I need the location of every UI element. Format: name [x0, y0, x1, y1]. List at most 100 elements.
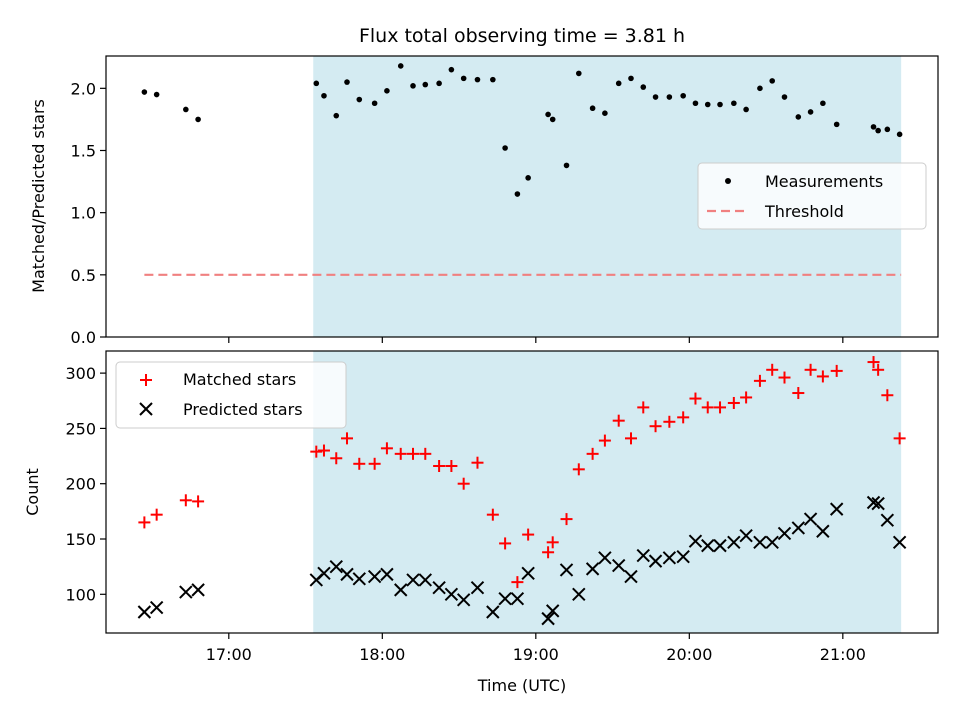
top-y-tick-label: 1.0: [71, 204, 96, 223]
predicted-stars-point: [418, 573, 432, 587]
predicted-stars-point: [149, 600, 164, 615]
predicted-stars-point: [191, 583, 205, 597]
measurement-point: [436, 80, 442, 87]
matched-stars-point: [192, 495, 205, 508]
matched-stars-point: [893, 432, 906, 445]
chart-title: Flux total observing time = 3.81 h: [359, 25, 685, 47]
matched-stars-point: [542, 546, 555, 559]
measurement-point: [692, 100, 699, 107]
legend-threshold-label: Threshold: [764, 202, 844, 221]
measurement-point: [575, 70, 582, 77]
measurement-point: [549, 116, 556, 123]
predicted-stars-point: [510, 592, 525, 606]
matched-stars-point: [179, 494, 192, 507]
measurement-point: [397, 63, 404, 69]
predicted-stars-point: [701, 538, 715, 553]
x-tick-label: 21:00: [820, 645, 866, 664]
matched-stars-point: [689, 392, 702, 405]
measurement-point: [589, 105, 596, 112]
measurement-point: [820, 100, 826, 107]
bottom-y-tick-label: 300: [65, 364, 96, 383]
measurement-point: [356, 96, 363, 103]
matched-stars-point: [677, 411, 690, 424]
predicted-stars-point: [880, 513, 895, 527]
matched-stars-point: [867, 356, 880, 369]
matched-stars-point: [830, 364, 843, 377]
measurement-point: [525, 175, 531, 181]
predicted-stars-point: [676, 549, 690, 564]
predicted-stars-point: [648, 554, 663, 568]
measurement-point: [795, 114, 802, 120]
matched-stars-point: [714, 401, 727, 414]
measurement-point: [743, 106, 749, 113]
measurement-point: [563, 162, 570, 169]
measurement-point: [474, 76, 481, 83]
measurement-point: [731, 100, 737, 107]
top-y-tick-label: 1.5: [71, 141, 96, 160]
measurement-point: [833, 121, 840, 128]
predicted-stars-point: [803, 512, 818, 526]
matched-stars-point: [499, 537, 512, 550]
top-legend: Measurements Threshold: [697, 162, 927, 230]
predicted-stars-point: [456, 593, 471, 607]
matched-stars-point: [445, 460, 458, 473]
matched-stars-point: [816, 370, 829, 383]
legend-predicted-marker: [139, 402, 153, 416]
predicted-stars-point: [367, 569, 382, 584]
predicted-stars-point: [559, 563, 574, 577]
measurement-point: [321, 92, 327, 99]
measurement-point: [769, 78, 776, 84]
matched-stars-point: [598, 434, 611, 447]
measurement-point: [333, 112, 340, 119]
matched-stars-point: [150, 508, 163, 521]
legend-matched-marker: [140, 374, 152, 386]
measurement-point: [870, 124, 877, 130]
predicted-stars-point: [791, 521, 806, 535]
predicted-stars-point: [394, 583, 408, 597]
predicted-stars-point: [137, 605, 152, 619]
matched-stars-point: [407, 447, 420, 460]
matched-stars-point: [353, 457, 366, 470]
top-panel: 0.0 0.5 1.0 1.5 2.0 Flux total observing tim…: [29, 25, 939, 347]
predicted-stars-point: [688, 534, 703, 548]
predicted-stars-point: [739, 528, 753, 543]
measurement-point: [502, 145, 508, 151]
predicted-stars-point: [541, 611, 555, 626]
predicted-stars-point: [829, 502, 844, 516]
x-tick-label: 18:00: [359, 645, 405, 664]
x-axis-label: Time (UTC): [477, 676, 566, 695]
measurement-point: [344, 79, 350, 85]
legend-measurements-label: Measurements: [765, 172, 883, 191]
matched-stars-point: [740, 391, 753, 404]
predicted-stars-point: [727, 535, 741, 550]
measurement-point: [781, 94, 788, 100]
predicted-stars-point: [713, 538, 727, 553]
measurement-point: [195, 116, 201, 123]
bottom-panel: 100 150 200 250 300 17:00 18:00 19:00 20:00 21:0…: [23, 350, 939, 695]
measurement-point: [704, 101, 711, 108]
observing-span-bottom: [313, 351, 902, 633]
matched-stars-point: [380, 442, 393, 455]
matched-stars-point: [330, 452, 343, 465]
predicted-stars-point: [636, 548, 650, 563]
bottom-y-tick-label: 250: [65, 419, 96, 438]
matched-stars-point: [778, 371, 791, 384]
measurement-point: [875, 127, 881, 134]
predicted-stars-point: [816, 524, 830, 538]
measurement-point: [384, 88, 390, 94]
predicted-stars-point: [352, 572, 366, 586]
matched-stars-point: [368, 457, 381, 470]
predicted-stars-point: [444, 587, 459, 602]
measurement-point: [422, 81, 429, 88]
measurement-point: [628, 75, 634, 82]
matched-stars-point: [624, 432, 637, 445]
matched-stars-point: [310, 445, 323, 458]
predicted-stars-point: [624, 569, 638, 584]
predicted-stars-point: [317, 566, 331, 580]
measurement-point: [640, 84, 647, 90]
measurement-point: [153, 91, 160, 98]
predicted-stars-point: [777, 526, 792, 541]
predicted-stars-point: [406, 573, 420, 587]
matched-stars-point: [727, 396, 740, 409]
measurement-point: [602, 110, 608, 116]
